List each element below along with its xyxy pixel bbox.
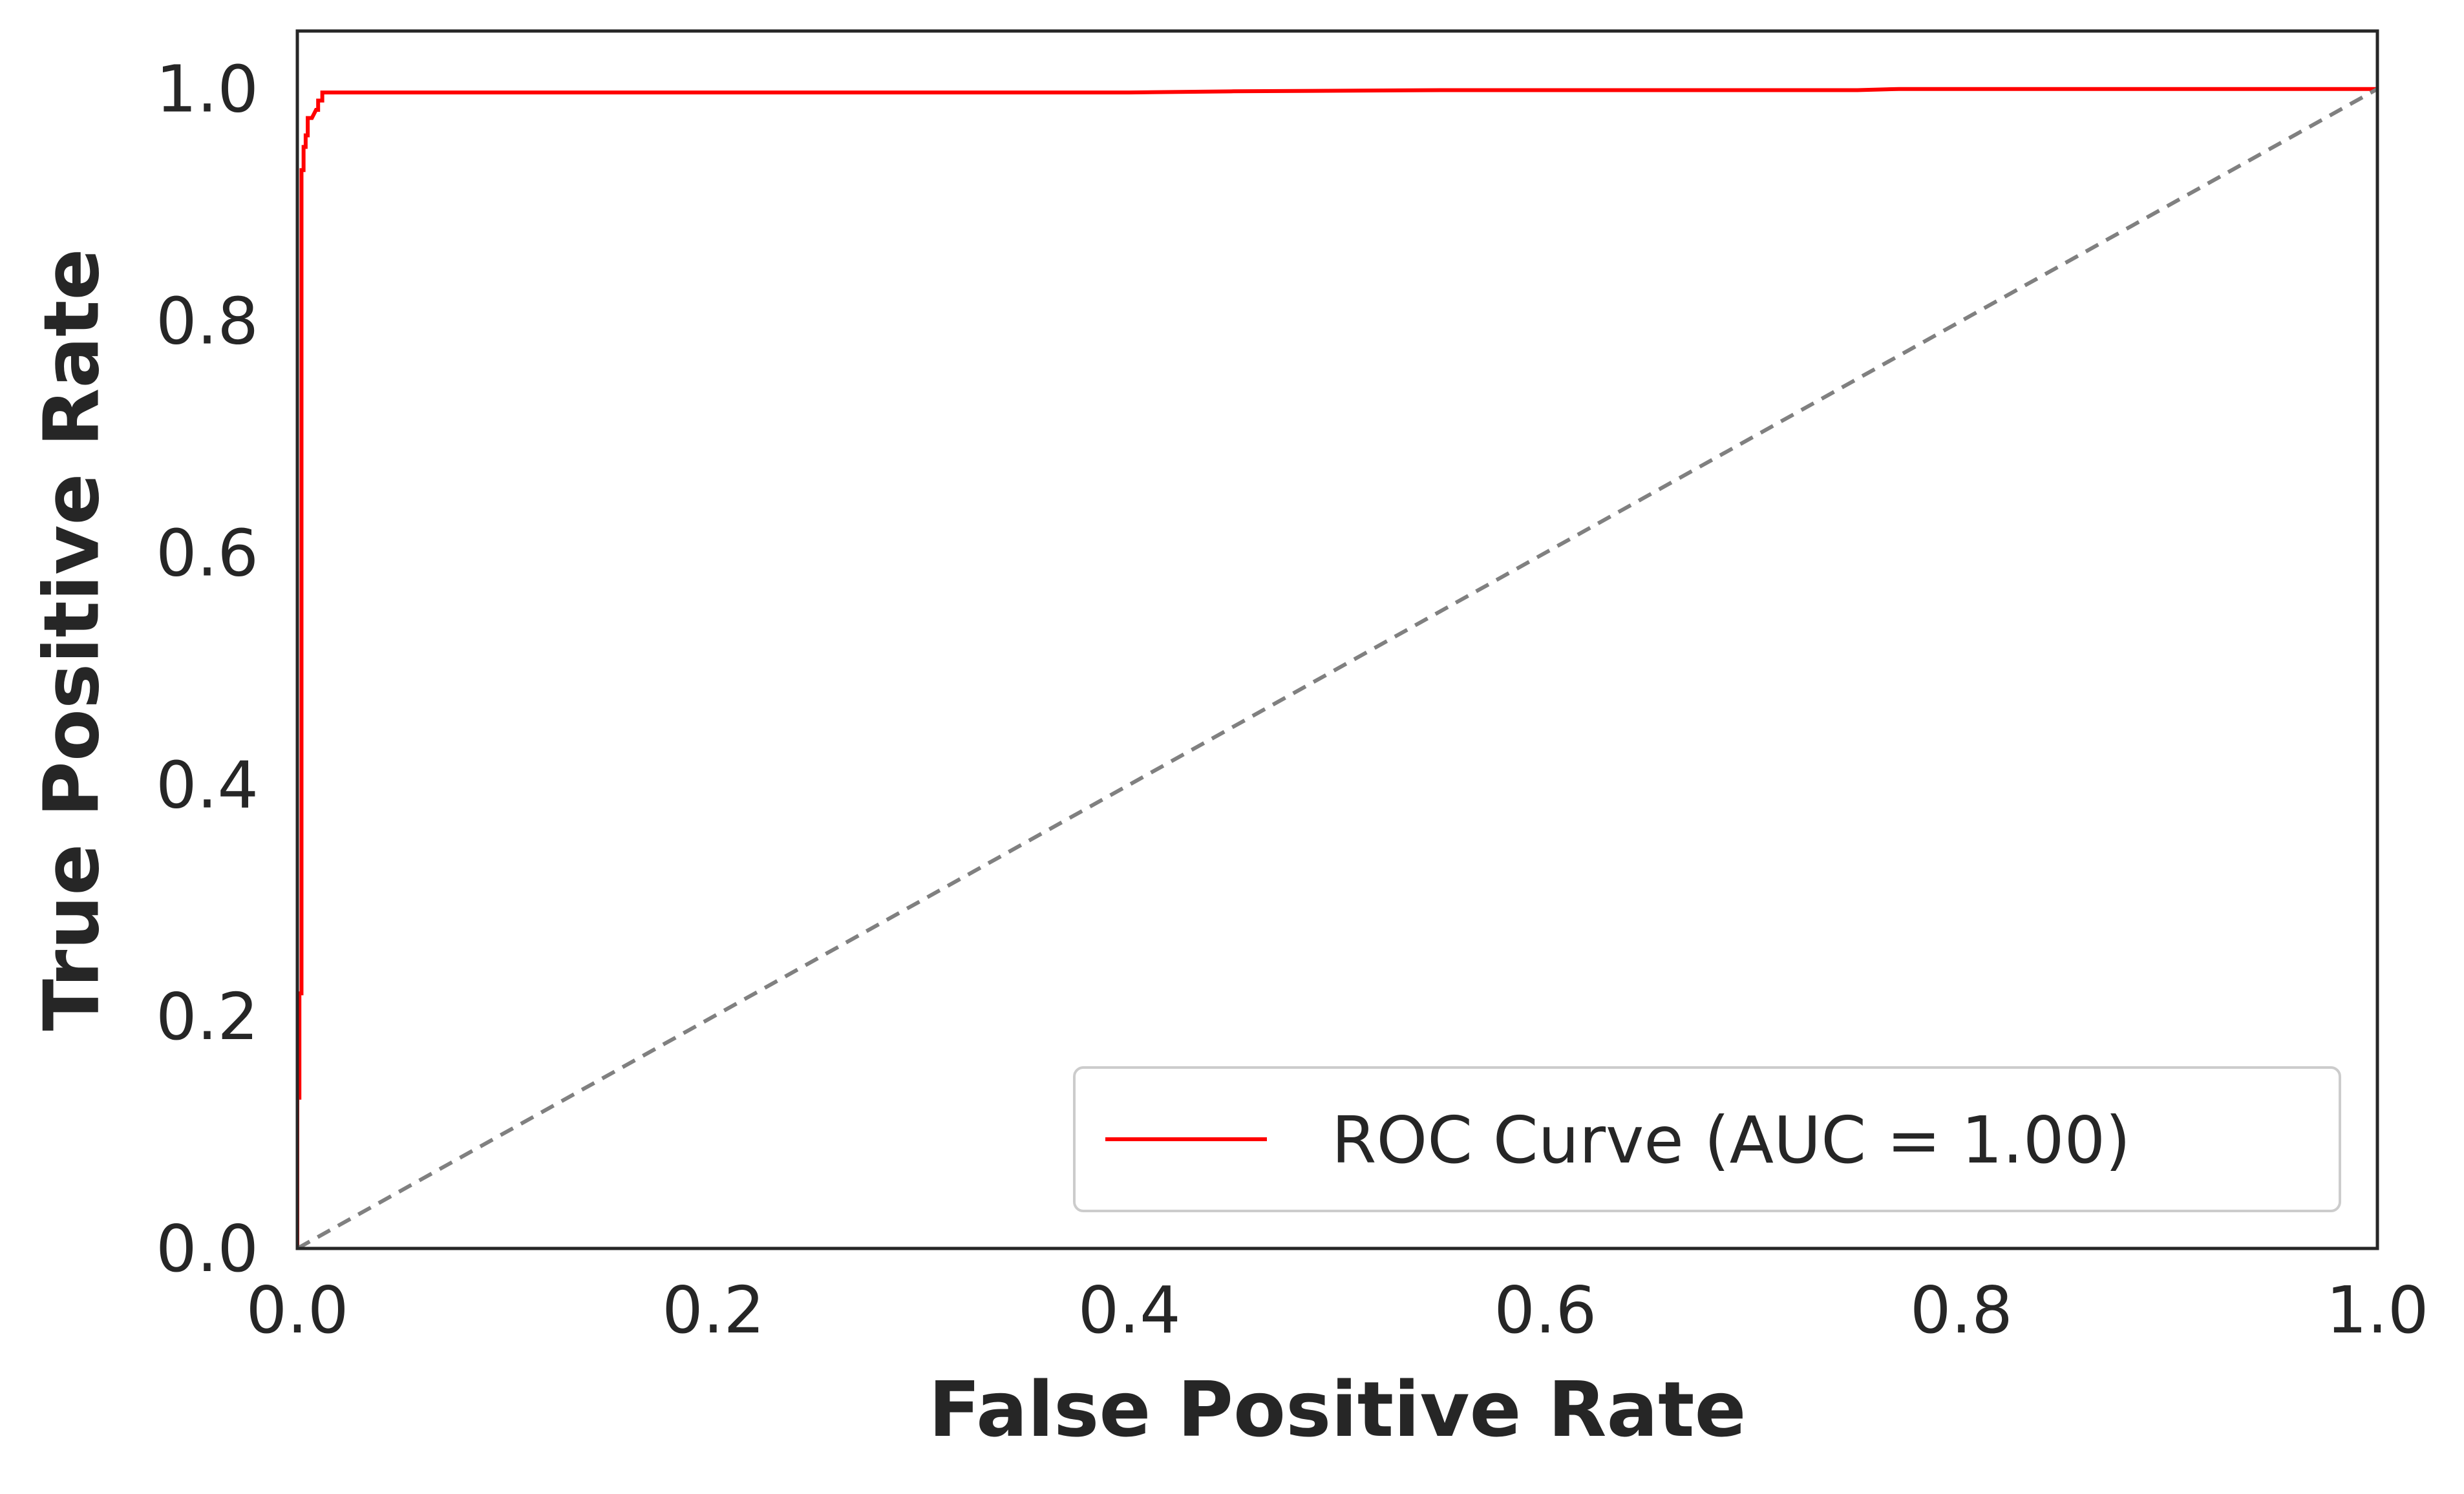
y-tick-label: 0.0: [156, 1211, 259, 1287]
chance-diagonal-line: [297, 87, 2377, 1248]
x-axis-ticks: 0.0 0.2 0.4 0.6 0.8 1.0: [246, 1272, 2428, 1348]
roc-curve-line: [297, 87, 2377, 1248]
x-tick-label: 0.8: [1910, 1272, 2013, 1348]
y-tick-label: 1.0: [156, 52, 259, 127]
legend-label: ROC Curve (AUC = 1.00): [1332, 1102, 2130, 1178]
plot-area: [295, 29, 2379, 1250]
y-tick-label: 0.4: [156, 747, 259, 823]
x-axis-label: False Positive Rate: [928, 1365, 1746, 1454]
x-tick-label: 0.0: [246, 1272, 348, 1348]
x-tick-label: 0.6: [1494, 1272, 1597, 1348]
y-tick-label: 0.6: [156, 515, 259, 591]
legend: ROC Curve (AUC = 1.00): [1073, 1066, 2341, 1212]
x-tick-label: 1.0: [2326, 1272, 2428, 1348]
y-tick-label: 0.2: [156, 979, 259, 1055]
x-tick-label: 0.4: [1078, 1272, 1181, 1348]
y-tick-label: 0.8: [156, 284, 259, 359]
legend-box: [1073, 1066, 2341, 1212]
y-axis-ticks: 0.0 0.2 0.4 0.6 0.8 1.0: [156, 52, 259, 1287]
x-tick-label: 0.2: [662, 1272, 765, 1348]
y-axis-label: True Positive Rate: [27, 249, 116, 1031]
plot-frame: [295, 29, 2379, 1250]
